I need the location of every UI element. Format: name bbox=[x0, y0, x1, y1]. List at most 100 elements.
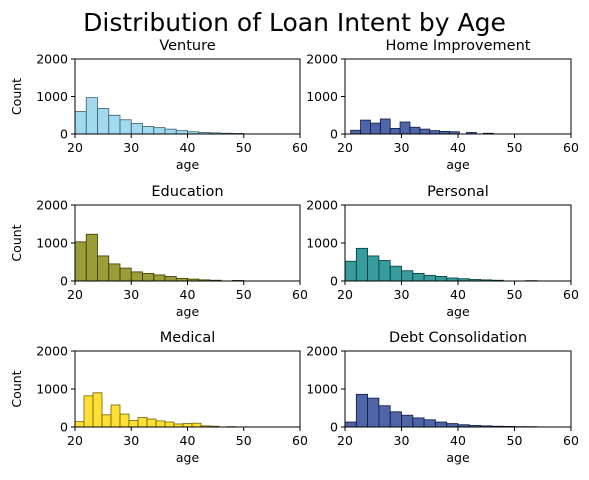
subplot-1: 20 30 40 50 60 0 1000 2000 Venture age Count bbox=[9, 38, 308, 172]
x-tick-label: 60 bbox=[292, 140, 308, 155]
subplot-title: Education bbox=[151, 184, 223, 200]
subplot-title: Venture bbox=[159, 38, 215, 54]
histogram-bar bbox=[142, 272, 155, 282]
y-tick-label: 0 bbox=[330, 274, 338, 289]
histogram-bar bbox=[401, 414, 414, 428]
histogram-bar bbox=[146, 418, 157, 428]
x-tick-label: 30 bbox=[123, 287, 139, 302]
histogram-bar bbox=[412, 272, 425, 282]
subplot-title: Debt Consolidation bbox=[389, 330, 527, 346]
subplot-5: 20 30 40 50 60 0 1000 2000 Medical age Count bbox=[9, 330, 308, 465]
y-tick-label: 1000 bbox=[306, 89, 338, 104]
subplot-title: Medical bbox=[160, 330, 216, 346]
x-axis-label: age bbox=[176, 450, 200, 465]
x-tick-label: 50 bbox=[236, 140, 252, 155]
x-tick-label: 40 bbox=[180, 140, 196, 155]
histogram-bar bbox=[153, 274, 166, 282]
histogram-bar bbox=[119, 119, 132, 135]
x-axis-label: age bbox=[176, 304, 200, 319]
histogram-bar bbox=[97, 255, 110, 282]
histogram-bar bbox=[74, 241, 87, 282]
x-tick-label: 20 bbox=[67, 287, 83, 302]
histogram-bar bbox=[399, 121, 411, 135]
y-axis-label: Count bbox=[9, 370, 24, 407]
y-tick-label: 2000 bbox=[36, 52, 68, 67]
x-tick-label: 20 bbox=[337, 287, 353, 302]
histogram-bar bbox=[130, 271, 143, 282]
histogram-bar bbox=[119, 413, 130, 428]
y-axis-label: Count bbox=[9, 224, 24, 261]
subplot-4: 20 30 40 50 60 0 1000 2000 Personal age bbox=[306, 184, 579, 319]
x-tick-label: 40 bbox=[180, 287, 196, 302]
histogram-bar bbox=[153, 127, 166, 135]
x-tick-label: 60 bbox=[292, 433, 308, 448]
histogram-bar bbox=[429, 130, 441, 135]
x-tick-label: 50 bbox=[236, 433, 252, 448]
histogram-bar bbox=[367, 255, 380, 282]
x-tick-label: 20 bbox=[67, 433, 83, 448]
y-tick-label: 2000 bbox=[306, 198, 338, 213]
histogram-bar bbox=[83, 395, 94, 428]
x-tick-label: 30 bbox=[394, 287, 410, 302]
histogram-bar bbox=[419, 128, 431, 135]
histogram-bar bbox=[108, 263, 121, 282]
x-tick-label: 50 bbox=[236, 287, 252, 302]
histogram-bar bbox=[74, 111, 87, 135]
histogram-bar bbox=[367, 397, 380, 428]
histogram-bar bbox=[446, 423, 459, 428]
histogram-bar bbox=[137, 417, 148, 428]
histogram-bar bbox=[434, 276, 448, 282]
histogram-bar bbox=[355, 247, 368, 282]
histogram-bar bbox=[378, 260, 391, 282]
histogram-bar bbox=[434, 421, 448, 428]
histogram-bar bbox=[423, 419, 436, 428]
histogram-bar bbox=[182, 423, 193, 428]
y-tick-label: 1000 bbox=[36, 236, 68, 251]
histogram-bar bbox=[355, 393, 368, 428]
histogram-bar bbox=[101, 414, 112, 428]
histogram-bar bbox=[370, 122, 381, 135]
x-tick-label: 20 bbox=[67, 140, 83, 155]
y-tick-label: 2000 bbox=[306, 344, 338, 359]
histogram-bar bbox=[142, 126, 155, 135]
histogram-bar bbox=[164, 276, 177, 282]
x-tick-label: 40 bbox=[180, 433, 196, 448]
x-tick-label: 60 bbox=[563, 287, 579, 302]
histogram-bar bbox=[191, 422, 202, 428]
histogram-bar bbox=[85, 233, 98, 282]
y-tick-label: 2000 bbox=[36, 198, 68, 213]
histogram-bar bbox=[360, 119, 371, 135]
y-tick-label: 2000 bbox=[306, 52, 338, 67]
x-tick-label: 40 bbox=[450, 140, 466, 155]
x-axis-label: age bbox=[446, 157, 470, 172]
histogram-bar bbox=[92, 392, 103, 428]
subplot-title: Personal bbox=[427, 184, 489, 200]
x-tick-label: 40 bbox=[450, 433, 466, 448]
histogram-bar bbox=[423, 274, 436, 282]
histogram-bar bbox=[344, 421, 357, 428]
y-tick-label: 0 bbox=[330, 420, 338, 435]
histogram-bar bbox=[409, 126, 421, 135]
figure-title: Distribution of Loan Intent by Age bbox=[83, 8, 506, 37]
y-tick-label: 0 bbox=[330, 127, 338, 142]
x-axis-label: age bbox=[446, 304, 470, 319]
subplot-3: 20 30 40 50 60 0 1000 2000 Education age Count bbox=[9, 184, 308, 319]
histogram-bar bbox=[164, 421, 175, 428]
histogram-bar bbox=[401, 270, 414, 282]
x-tick-label: 50 bbox=[507, 140, 523, 155]
y-tick-label: 0 bbox=[60, 127, 68, 142]
x-tick-label: 50 bbox=[507, 433, 523, 448]
x-tick-label: 30 bbox=[394, 140, 410, 155]
x-tick-label: 30 bbox=[123, 140, 139, 155]
x-axis-label: age bbox=[446, 450, 470, 465]
histogram-bar bbox=[119, 267, 132, 282]
y-tick-label: 0 bbox=[60, 274, 68, 289]
histogram-bar bbox=[389, 265, 402, 282]
subplot-6: 20 30 40 50 60 0 1000 2000 Debt Consolidation age bbox=[306, 330, 579, 465]
histogram-bar bbox=[108, 114, 121, 135]
x-tick-label: 50 bbox=[507, 287, 523, 302]
x-tick-label: 20 bbox=[337, 433, 353, 448]
histogram-bar bbox=[155, 420, 166, 428]
histogram-bar bbox=[85, 97, 98, 135]
histogram-bar bbox=[130, 123, 143, 135]
